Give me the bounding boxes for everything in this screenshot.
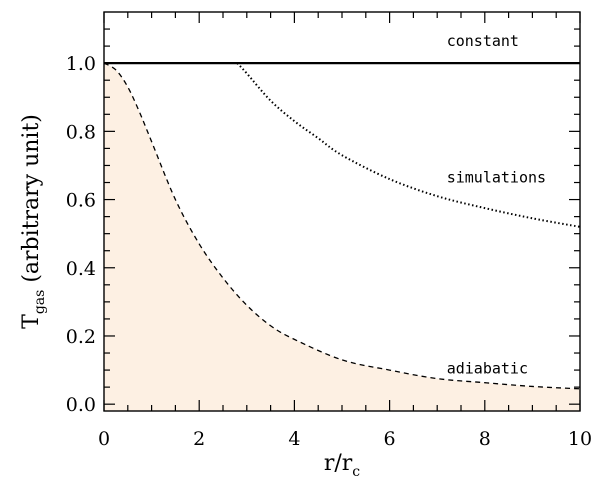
y-tick-label: 0.2 (66, 326, 96, 348)
y-axis-ticks: 0.0 0.2 0.4 0.6 0.8 1.0 (66, 28, 580, 416)
x-tick-label: 2 (193, 428, 205, 450)
y-tick-label: 0.6 (66, 190, 96, 212)
x-axis-title-main: r/r (324, 451, 353, 476)
series-adiabatic-line (103, 62, 581, 390)
y-tick-label: 0.0 (66, 394, 96, 416)
y-axis-title-suffix: (arbitrary unit) (19, 114, 44, 290)
x-axis-title: r/rc (324, 451, 360, 480)
y-tick-label: 0.4 (66, 258, 96, 280)
y-tick-label: 0.8 (66, 121, 96, 143)
x-tick-label: 8 (479, 428, 491, 450)
y-axis-title: Tgas (arbitrary unit) (19, 114, 48, 329)
series-simulations-line (236, 62, 581, 228)
y-axis-title-main: T (19, 314, 44, 329)
x-tick-label: 0 (98, 428, 110, 450)
x-tick-label: 4 (288, 428, 300, 450)
plot-area (103, 62, 581, 412)
x-axis-ticks: 0 2 4 6 8 10 (98, 12, 592, 450)
adiabatic-fill-area (104, 63, 580, 412)
x-tick-label: 6 (384, 428, 396, 450)
y-tick-label: 1.0 (66, 53, 96, 75)
y-axis-title-subscript: gas (32, 290, 48, 315)
x-tick-label: 10 (568, 428, 592, 450)
curve-label-constant: constant (447, 32, 519, 50)
curve-label-simulations: simulations (447, 169, 546, 187)
curve-label-adiabatic: adiabatic (447, 359, 528, 377)
curve-annotations: constant simulations adiabatic (447, 32, 546, 377)
x-axis-title-subscript: c (352, 464, 360, 480)
